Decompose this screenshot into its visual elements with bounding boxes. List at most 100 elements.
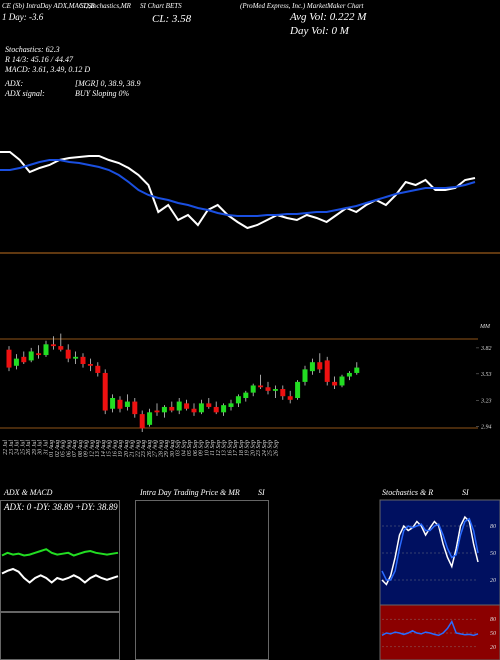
candle-body	[161, 406, 167, 413]
line-series	[381, 515, 479, 586]
x-tick-label: 16 Sep	[227, 440, 233, 456]
x-tick-label: 30 Jul	[38, 440, 44, 456]
candle-body	[302, 369, 308, 382]
candle-body	[221, 405, 227, 413]
candle-body	[228, 403, 234, 407]
candle-body	[206, 403, 212, 407]
header-text: ADX signal:	[4, 89, 45, 98]
x-tick-label: 05 Aug	[61, 440, 67, 457]
y-tick-label: 3.82	[480, 346, 492, 352]
x-tick-label: 18 Sep	[239, 440, 245, 456]
candle-body	[73, 356, 79, 359]
x-tick-label: 23 Aug	[141, 440, 147, 457]
panel-title: Stochastics & R	[382, 488, 433, 497]
candle-body	[346, 372, 352, 377]
header-text: Stochastics: 62.3	[5, 45, 60, 54]
x-tick-label: 13 Aug	[95, 440, 101, 457]
x-tick-label: 06 Aug	[66, 440, 72, 457]
line-series	[0, 159, 476, 217]
x-tick-label: 12 Aug	[89, 440, 95, 457]
y-tick-label: 20	[490, 578, 496, 584]
adx-panel	[0, 500, 120, 612]
x-tick-label: 12 Sep	[216, 440, 222, 456]
x-tick-label: 22 Aug	[135, 440, 141, 457]
x-tick-label: 11 Sep	[210, 440, 216, 456]
candle-body	[36, 353, 42, 356]
stochastics-panel	[379, 499, 500, 606]
header-text: SI Chart BETS	[140, 2, 182, 10]
header-text: [MGR] 0, 38.9, 38.9	[75, 79, 141, 88]
x-tick-label: 26 Sep	[273, 440, 279, 456]
line-series	[381, 619, 479, 637]
candle-body	[213, 406, 219, 413]
x-tick-label: 19 Sep	[245, 440, 251, 456]
y-tick-label: 20	[490, 645, 496, 651]
candle-body	[243, 392, 249, 398]
header-text: CE (Sb) IntraDay ADX,MACD,B	[2, 2, 95, 10]
x-tick-label: 02 Aug	[55, 440, 61, 457]
x-tick-label: 03 Sep	[176, 440, 182, 456]
x-tick-label: 23 Sep	[256, 440, 262, 456]
y-tick-label: 50	[490, 551, 496, 557]
candle-body	[198, 403, 204, 413]
candle-body	[287, 396, 293, 400]
x-tick-label: 30 Aug	[170, 440, 176, 458]
x-tick-label: 19 Aug	[118, 440, 124, 457]
candle-body	[43, 344, 49, 356]
x-tick-label: 22 Jul	[3, 440, 9, 455]
candle-body	[169, 406, 175, 411]
candle-body	[272, 389, 278, 391]
candle-body	[339, 376, 345, 386]
candle-body	[280, 389, 286, 397]
intraday-panel	[135, 500, 269, 660]
candle-body	[295, 381, 301, 398]
y-tick-label: 50	[490, 631, 496, 637]
header-text: BUY Sloping 0%	[75, 89, 130, 98]
candle-body	[110, 398, 116, 409]
header-text: 1 Day: -3.6	[2, 12, 44, 22]
candle-body	[117, 399, 123, 409]
panel-subtitle: SI	[462, 488, 469, 497]
x-tick-label: 24 Sep	[261, 440, 268, 456]
candle-body	[324, 360, 330, 382]
candle-body	[50, 344, 56, 347]
x-tick-label: 20 Sep	[250, 440, 256, 456]
x-tick-label: 13 Sep	[222, 440, 228, 456]
header-text: MACD: 3.61, 3.49, 0.12 D	[4, 65, 90, 74]
candle-body	[65, 349, 71, 359]
candle-body	[139, 414, 145, 429]
x-tick-label: 09 Sep	[199, 440, 205, 456]
header-text: SI,Stochastics,MR	[80, 2, 132, 10]
x-tick-label: 16 Aug	[112, 440, 118, 457]
panel-title: ADX & MACD	[3, 488, 53, 497]
line-series	[1, 548, 119, 557]
header-text: R 14/3: 45.16 / 44.47	[4, 55, 74, 64]
x-tick-label: 23 Jul	[9, 440, 15, 455]
candle-body	[265, 387, 271, 391]
candle-body	[317, 362, 323, 370]
candle-body	[13, 358, 19, 366]
x-tick-label: 04 Sep	[180, 440, 187, 456]
x-tick-label: 15 Aug	[107, 440, 113, 457]
header-text: Avg Vol: 0.222 M	[289, 11, 367, 23]
x-tick-label: 09 Aug	[84, 440, 90, 457]
header-text: CL: 3.58	[152, 13, 192, 25]
candle-body	[87, 364, 93, 366]
x-tick-label: 21 Aug	[130, 440, 136, 457]
candle-body	[147, 412, 153, 425]
x-tick-label: 07 Aug	[72, 440, 78, 457]
candle-body	[184, 403, 190, 409]
candle-body	[235, 396, 241, 404]
x-tick-label: 24 Jul	[14, 440, 21, 455]
x-tick-label: 06 Sep	[193, 440, 199, 456]
line-series	[381, 517, 479, 581]
candle-body	[58, 346, 64, 350]
candle-body	[21, 356, 27, 363]
y-axis-label: MM	[479, 324, 491, 330]
candle-body	[309, 362, 315, 372]
x-tick-label: 29 Jul	[32, 440, 38, 455]
x-tick-label: 28 Aug	[158, 440, 164, 457]
x-tick-label: 26 Aug	[147, 440, 153, 457]
